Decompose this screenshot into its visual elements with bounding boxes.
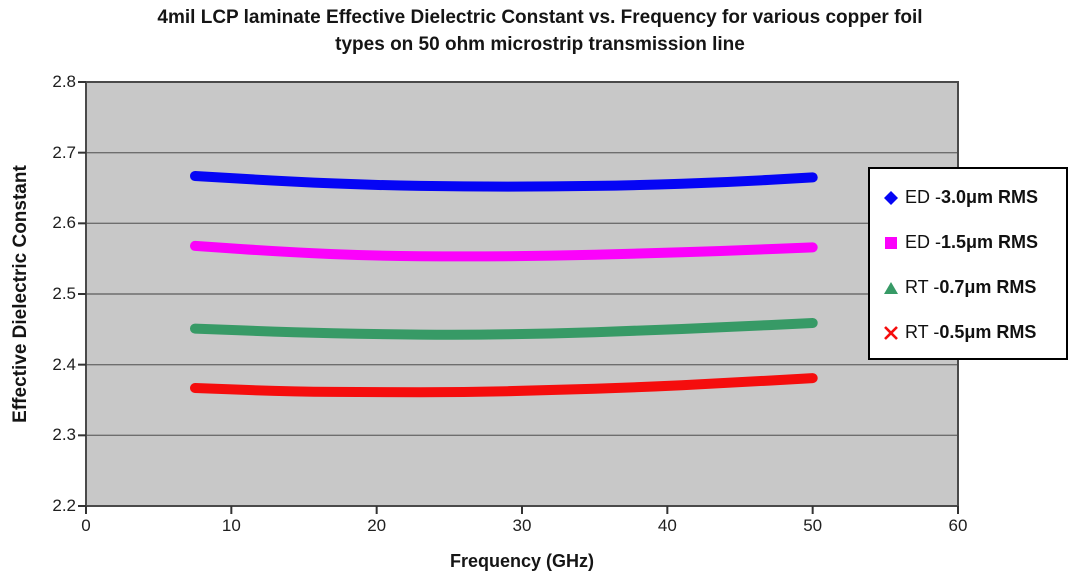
legend-item-ed-3-0um-rms: ED - 3.0μm RMS (870, 175, 1066, 220)
legend-label-value: 3.0μm RMS (941, 187, 1039, 207)
legend-item-rt-0-5um-rms: RT - 0.5μm RMS (870, 310, 1066, 355)
chart-title-line2: types on 50 ohm microstrip transmission … (335, 34, 745, 55)
x-tick-label: 30 (512, 516, 532, 535)
x-tick-label: 20 (367, 516, 387, 535)
chart-title: 4mil LCP laminate Effective Dielectric C… (0, 4, 1080, 58)
y-tick-label: 2.7 (52, 142, 76, 162)
y-tick-label: 2.4 (52, 354, 76, 374)
x-marker-icon (882, 325, 900, 341)
x-tick-label: 40 (657, 516, 677, 535)
y-tick-label: 2.2 (52, 496, 76, 515)
x-tick-label: 10 (221, 516, 241, 535)
series-line-ed-3-0um-rms (190, 171, 818, 192)
legend-label-value: 1.5μm RMS (941, 232, 1039, 252)
legend-item-rt-0-7um-rms: RT - 0.7μm RMS (870, 265, 1066, 310)
diamond-marker-icon (882, 190, 900, 206)
series-line-ed-1-5um-rms (190, 240, 818, 262)
y-tick-label: 2.8 (52, 72, 76, 91)
legend-label-prefix: RT - (905, 322, 940, 342)
y-tick-label: 2.5 (52, 284, 76, 303)
triangle-marker-icon (882, 280, 900, 296)
legend-label-prefix: ED - (905, 187, 941, 207)
y-tick-label: 2.3 (52, 425, 76, 445)
y-tick-label: 2.6 (52, 213, 76, 233)
legend-label-value: 0.5μm RMS (939, 322, 1037, 342)
chart-title-line1: 4mil LCP laminate Effective Dielectric C… (157, 7, 923, 28)
x-tick-label: 60 (948, 516, 968, 535)
x-tick-label: 0 (81, 516, 91, 535)
legend-item-ed-1-5um-rms: ED - 1.5μm RMS (870, 220, 1066, 265)
legend: ED - 3.0μm RMS ED - 1.5μm RMS RT - 0.7μm R… (868, 167, 1068, 360)
series-line-rt-0-7um-rms (190, 318, 818, 340)
square-marker-icon (882, 235, 900, 251)
legend-label-value: 0.7μm RMS (939, 277, 1037, 297)
x-tick-label: 50 (803, 516, 823, 535)
x-axis-title: Frequency (GHz) (449, 551, 595, 571)
series-line-rt-0-5um-rms (190, 373, 818, 398)
legend-label-prefix: RT - (905, 277, 940, 297)
legend-label-prefix: ED - (905, 232, 941, 252)
